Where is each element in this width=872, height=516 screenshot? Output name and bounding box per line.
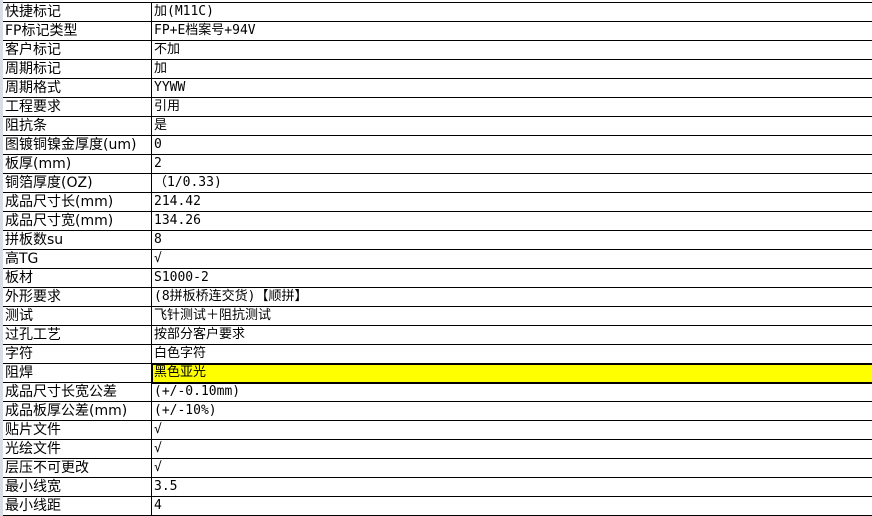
cell-label[interactable]: 最小线距	[3, 496, 152, 516]
table-row: 板材 S1000-2	[3, 268, 872, 288]
table-row: FP标记类型 FP+E档案号+94V	[3, 21, 872, 41]
cell-label[interactable]: 贴片文件	[3, 420, 152, 440]
cell-label[interactable]: 最小线宽	[3, 477, 152, 497]
table-row: 高TG √	[3, 249, 872, 269]
cell-value[interactable]: 引用	[151, 97, 872, 117]
table-row: 阻抗条是	[3, 116, 872, 136]
cell-label[interactable]: 成品尺寸宽(mm)	[3, 211, 152, 231]
cell-value[interactable]: √	[151, 439, 872, 459]
cell-label[interactable]: 成品板厚公差(mm)	[3, 401, 152, 421]
cell-value[interactable]: 不加	[151, 40, 872, 60]
table-row: 周期标记加	[3, 59, 872, 79]
table-row: 工程要求 引用	[3, 97, 872, 117]
cell-value[interactable]: 4	[151, 496, 872, 516]
cell-label[interactable]: 阻抗条	[3, 116, 152, 136]
table-row: 图镀铜镍金厚度(um) 0	[3, 135, 872, 155]
partial-row	[3, 0, 872, 3]
cell-label[interactable]: 字符	[3, 344, 152, 364]
cell-value[interactable]: 8	[151, 230, 872, 250]
cell-label[interactable]: 高TG	[3, 249, 152, 269]
cell-label[interactable]: 光绘文件	[3, 439, 152, 459]
table-row: 快捷标记 加(M11C)	[3, 3, 872, 22]
cell-label[interactable]: 测试	[3, 306, 152, 326]
table-row: 层压不可更改 √	[3, 458, 872, 478]
table-row: 成品尺寸宽(mm) 134.26	[3, 211, 872, 231]
cell-value[interactable]: 加(M11C)	[151, 3, 872, 22]
table-row: 字符 白色字符	[3, 344, 872, 364]
cell-value[interactable]: S1000-2	[151, 268, 872, 288]
cell-label[interactable]: 层压不可更改	[3, 458, 152, 478]
table-row: 成品板厚公差(mm) (+/-10%)	[3, 401, 872, 421]
cell-label[interactable]: 成品尺寸长宽公差	[3, 382, 152, 402]
table-row: 过孔工艺 按部分客户要求	[3, 325, 872, 345]
cell-label[interactable]: 板厚(mm)	[3, 154, 152, 174]
table-row: 成品尺寸长宽公差 (+/-0.10mm)	[3, 382, 872, 402]
cell-label[interactable]: 外形要求	[3, 287, 152, 307]
table-row: 成品尺寸长(mm) 214.42	[3, 192, 872, 212]
cell-label[interactable]: 图镀铜镍金厚度(um)	[3, 135, 152, 155]
table-row: 光绘文件 √	[3, 439, 872, 459]
cell-label[interactable]: 客户标记	[3, 40, 152, 60]
cell-label[interactable]: 成品尺寸长(mm)	[3, 192, 152, 212]
cell-value[interactable]: YYWW	[151, 78, 872, 98]
cell-value[interactable]: 214.42	[151, 192, 872, 212]
cell-value-selected[interactable]: 黑色亚光	[150, 362, 872, 384]
cell-value[interactable]: FP+E档案号+94V	[151, 21, 872, 41]
row-header-strip	[0, 0, 3, 516]
cell-value[interactable]: 0	[151, 135, 872, 155]
spec-sheet: 快捷标记 加(M11C) FP标记类型 FP+E档案号+94V 客户标记 不加 周期标记加周…	[3, 3, 872, 516]
cell-label[interactable]: 铜箔厚度(OZ)	[3, 173, 152, 193]
table-row: 铜箔厚度(OZ) （1/0.33)	[3, 173, 872, 193]
table-row: 板厚(mm) 2	[3, 154, 872, 174]
cell-label[interactable]: 阻焊	[3, 363, 152, 383]
cell-value[interactable]: 是	[151, 116, 872, 136]
cell-label[interactable]: 板材	[3, 268, 152, 288]
table-row: 最小线宽 3.5	[3, 477, 872, 497]
table-row: 最小线距 4	[3, 496, 872, 516]
cell-value[interactable]: 3.5	[151, 477, 872, 497]
cell-value[interactable]: 白色字符	[151, 344, 872, 364]
cell-label[interactable]: 周期格式	[3, 78, 152, 98]
table-row: 外形要求 (8拼板桥连交货)【顺拼】	[3, 287, 872, 307]
cell-label[interactable]: 过孔工艺	[3, 325, 152, 345]
cell-label[interactable]: 拼板数su	[3, 230, 152, 250]
cell-value[interactable]: （1/0.33)	[151, 173, 872, 193]
cell-value[interactable]: 134.26	[151, 211, 872, 231]
cell-value[interactable]: 2	[151, 154, 872, 174]
table-row: 阻焊 黑色亚光	[3, 362, 872, 384]
table-row: 测试 飞针测试＋阻抗测试	[3, 306, 872, 326]
cell-label[interactable]: 快捷标记	[3, 3, 152, 22]
cell-value[interactable]: 按部分客户要求	[151, 325, 872, 345]
cell-value[interactable]: (8拼板桥连交货)【顺拼】	[151, 287, 872, 307]
cell-value[interactable]: 飞针测试＋阻抗测试	[151, 306, 872, 326]
cell-value[interactable]: √	[151, 420, 872, 440]
cell-label[interactable]: 工程要求	[3, 97, 152, 117]
table-row: 贴片文件 √	[3, 420, 872, 440]
cell-value[interactable]: 加	[151, 59, 872, 79]
cell-value[interactable]: (+/-0.10mm)	[151, 382, 872, 402]
cell-label[interactable]: 周期标记	[3, 59, 152, 79]
table-row: 客户标记 不加	[3, 40, 872, 60]
table-row: 拼板数su 8	[3, 230, 872, 250]
table-row: 周期格式 YYWW	[3, 78, 872, 98]
cell-value[interactable]: (+/-10%)	[151, 401, 872, 421]
cell-value[interactable]: √	[151, 249, 872, 269]
cell-value[interactable]: √	[151, 458, 872, 478]
cell-label[interactable]: FP标记类型	[3, 21, 152, 41]
